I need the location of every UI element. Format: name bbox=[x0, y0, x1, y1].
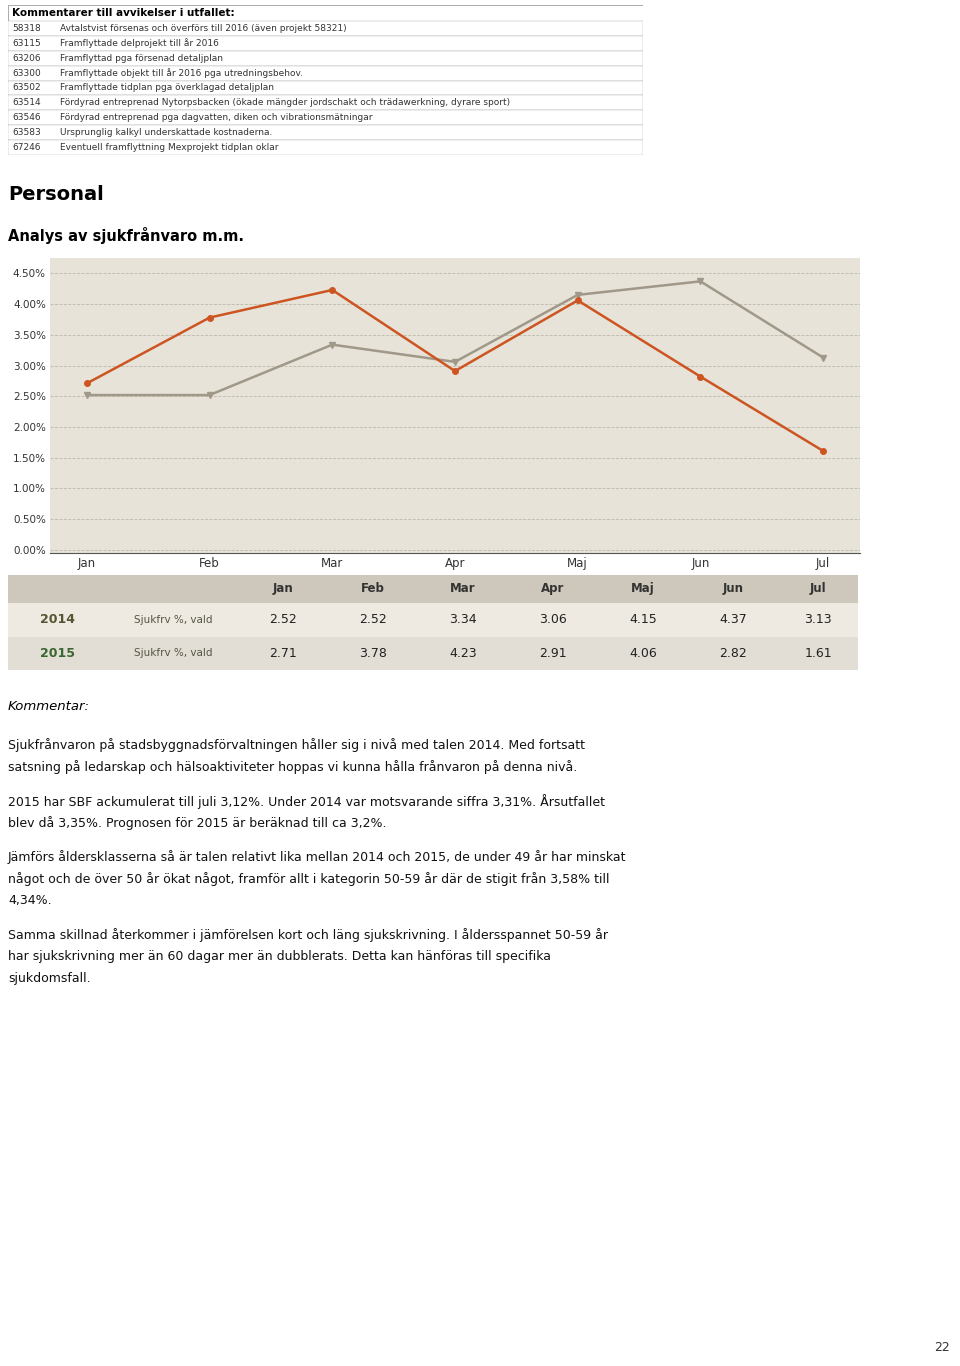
Text: Jämförs åldersklasserna så är talen relativt lika mellan 2014 och 2015, de under: Jämförs åldersklasserna så är talen rela… bbox=[8, 850, 627, 863]
Text: har sjukskrivning mer än 60 dagar mer än dubblerats. Detta kan hänföras till spe: har sjukskrivning mer än 60 dagar mer än… bbox=[8, 949, 551, 963]
Text: Maj: Maj bbox=[631, 582, 655, 596]
Text: 4,34%.: 4,34%. bbox=[8, 893, 52, 907]
Text: 63583: 63583 bbox=[12, 128, 40, 137]
Text: 2015: 2015 bbox=[40, 646, 76, 660]
Text: 2.91: 2.91 bbox=[540, 646, 566, 660]
Text: 4.15: 4.15 bbox=[629, 613, 657, 626]
Text: Samma skillnad återkommer i jämförelsen kort och läng sjukskrivning. I åldersspa: Samma skillnad återkommer i jämförelsen … bbox=[8, 928, 608, 943]
Text: 2014: 2014 bbox=[40, 613, 76, 626]
Bar bbox=[8, 51, 643, 66]
Bar bbox=[8, 575, 858, 602]
Text: Kommentarer till avvikelser i utfallet:: Kommentarer till avvikelser i utfallet: bbox=[12, 8, 234, 18]
Text: 4.06: 4.06 bbox=[629, 646, 657, 660]
Bar bbox=[8, 637, 858, 669]
Text: 2.52: 2.52 bbox=[359, 613, 387, 626]
Text: 4.23: 4.23 bbox=[449, 646, 477, 660]
Text: Sjukfrv %, vald: Sjukfrv %, vald bbox=[133, 615, 212, 624]
Bar bbox=[8, 141, 643, 154]
Text: 63514: 63514 bbox=[12, 98, 40, 108]
Text: 2.82: 2.82 bbox=[719, 646, 747, 660]
Text: 22: 22 bbox=[934, 1341, 950, 1354]
Text: 2015 har SBF ackumulerat till juli 3,12%. Under 2014 var motsvarande siffra 3,31: 2015 har SBF ackumulerat till juli 3,12%… bbox=[8, 794, 605, 809]
Text: Fördyrad entreprenad pga dagvatten, diken och vibrationsmätningar: Fördyrad entreprenad pga dagvatten, dike… bbox=[60, 113, 372, 123]
Text: 2.71: 2.71 bbox=[269, 646, 297, 660]
Text: Framflyttade objekt till år 2016 pga utredningsbehov.: Framflyttade objekt till år 2016 pga utr… bbox=[60, 68, 303, 78]
Text: satsning på ledarskap och hälsoaktiviteter hoppas vi kunna hålla frånvaron på de: satsning på ledarskap och hälsoaktivitet… bbox=[8, 759, 577, 775]
Text: Jan: Jan bbox=[273, 582, 294, 596]
Bar bbox=[8, 602, 858, 637]
Text: Fördyrad entreprenad Nytorpsbacken (ökade mängder jordschakt och trädawerkning, : Fördyrad entreprenad Nytorpsbacken (ökad… bbox=[60, 98, 510, 108]
Text: Jul: Jul bbox=[809, 582, 827, 596]
Text: blev då 3,35%. Prognosen för 2015 är beräknad till ca 3,2%.: blev då 3,35%. Prognosen för 2015 är ber… bbox=[8, 816, 387, 831]
Text: 3.78: 3.78 bbox=[359, 646, 387, 660]
Text: Jun: Jun bbox=[723, 582, 743, 596]
Text: Personal: Personal bbox=[8, 186, 104, 205]
Text: Feb: Feb bbox=[361, 582, 385, 596]
Text: Sjukfrånvaron på stadsbyggnadsförvaltningen håller sig i nivå med talen 2014. Me: Sjukfrånvaron på stadsbyggnadsförvaltnin… bbox=[8, 738, 585, 751]
Text: 67246: 67246 bbox=[12, 143, 40, 152]
Text: Sjukfrv %, vald: Sjukfrv %, vald bbox=[133, 649, 212, 658]
Text: Analys av sjukfrånvaro m.m.: Analys av sjukfrånvaro m.m. bbox=[8, 228, 244, 245]
Text: 3.13: 3.13 bbox=[804, 613, 831, 626]
Text: Framflyttade delprojekt till år 2016: Framflyttade delprojekt till år 2016 bbox=[60, 38, 219, 48]
Text: 63206: 63206 bbox=[12, 53, 40, 63]
Text: Ursprunglig kalkyl underskattade kostnaderna.: Ursprunglig kalkyl underskattade kostnad… bbox=[60, 128, 273, 137]
Text: Kommentar:: Kommentar: bbox=[8, 699, 90, 713]
Bar bbox=[8, 5, 643, 20]
Text: sjukdomsfall.: sjukdomsfall. bbox=[8, 973, 90, 985]
Bar bbox=[8, 126, 643, 141]
Text: Framflyttad pga försenad detaljplan: Framflyttad pga försenad detaljplan bbox=[60, 53, 223, 63]
Text: 63546: 63546 bbox=[12, 113, 40, 123]
Text: 4.37: 4.37 bbox=[719, 613, 747, 626]
Text: 1.61: 1.61 bbox=[804, 646, 831, 660]
Text: 63115: 63115 bbox=[12, 38, 40, 48]
Text: Mar: Mar bbox=[450, 582, 476, 596]
Text: Avtalstvist försenas och överförs till 2016 (även projekt 58321): Avtalstvist försenas och överförs till 2… bbox=[60, 25, 347, 33]
Bar bbox=[8, 20, 643, 36]
Text: 3.06: 3.06 bbox=[540, 613, 566, 626]
Text: Framflyttade tidplan pga överklagad detaljplan: Framflyttade tidplan pga överklagad deta… bbox=[60, 83, 274, 93]
Bar bbox=[8, 66, 643, 81]
Text: 58318: 58318 bbox=[12, 25, 40, 33]
Bar bbox=[8, 81, 643, 96]
Text: 3.34: 3.34 bbox=[449, 613, 477, 626]
Text: 63300: 63300 bbox=[12, 68, 40, 78]
Text: 63502: 63502 bbox=[12, 83, 40, 93]
Bar bbox=[8, 111, 643, 126]
Text: Eventuell framflyttning Mexprojekt tidplan oklar: Eventuell framflyttning Mexprojekt tidpl… bbox=[60, 143, 278, 152]
Text: något och de över 50 år ökat något, framför allt i kategorin 50-59 år där de sti: något och de över 50 år ökat något, fram… bbox=[8, 872, 610, 887]
Text: Apr: Apr bbox=[541, 582, 564, 596]
Bar bbox=[8, 36, 643, 51]
Bar bbox=[8, 96, 643, 111]
Text: 2.52: 2.52 bbox=[269, 613, 297, 626]
